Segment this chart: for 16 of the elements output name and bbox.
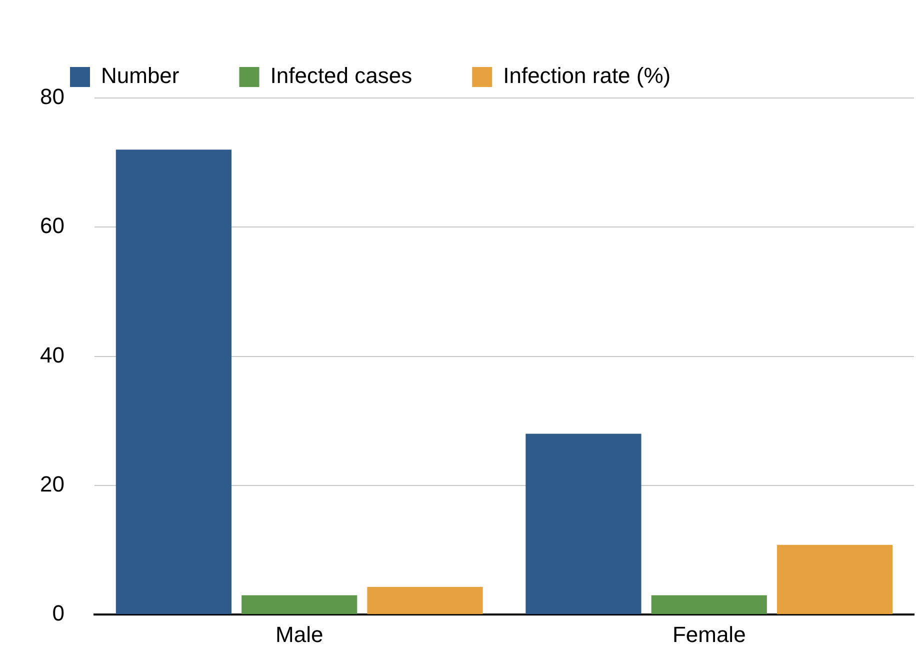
legend-label: Infection rate (%) [503,63,671,88]
bar [116,150,232,614]
y-tick-label: 20 [40,472,64,497]
y-tick-label: 80 [40,84,64,110]
legend-label: Number [101,63,180,88]
bar [651,595,767,614]
y-tick-label: 40 [40,342,64,368]
x-tick-label: Male [276,622,324,647]
bar [367,586,483,614]
bar [242,595,358,614]
bar [776,544,893,614]
bar [526,434,642,614]
x-tick-label: Female [672,622,746,647]
legend-label: Infected cases [270,63,412,88]
y-tick-label: 60 [40,213,64,238]
y-tick-label: 0 [52,600,64,626]
